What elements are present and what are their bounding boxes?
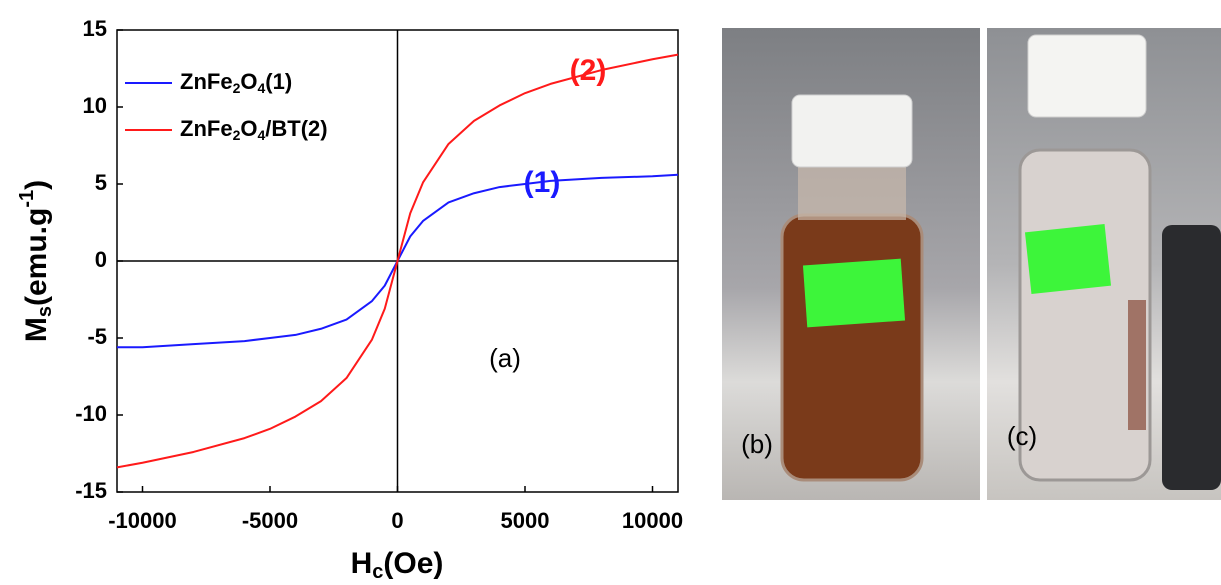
y-label-part: (emu.g: [20, 208, 53, 306]
y-label-part: -1: [16, 190, 38, 208]
y-tick-label: -15: [75, 478, 107, 503]
x-tick-label: -10000: [108, 508, 177, 533]
annotation: (a): [489, 343, 521, 373]
x-label-part: c: [372, 561, 383, 583]
legend-label: ZnFe2O4/BT(2): [180, 116, 328, 143]
y-tick-label: 10: [83, 93, 107, 118]
x-label-part: H: [351, 547, 373, 580]
x-tick-label: -5000: [242, 508, 298, 533]
y-label-part: M: [20, 317, 53, 342]
x-tick-label: 5000: [501, 508, 550, 533]
y-tick-label: 0: [95, 247, 107, 272]
y-tick-label: -10: [75, 401, 107, 426]
annotation: (c): [1007, 421, 1037, 451]
y-tick-label: 15: [83, 16, 107, 41]
legend-label: ZnFe2O4(1): [180, 69, 292, 96]
y-tick-label: -5: [87, 324, 107, 349]
y-axis-label: Ms(emu.g-1): [16, 180, 56, 342]
x-label-part: (Oe): [383, 547, 443, 580]
figure: ZnFe2O4(1) ZnFe2O4/BT(2) (1) (2) (a) (b)…: [0, 0, 1221, 585]
y-label-part: s: [34, 306, 56, 317]
legend: ZnFe2O4(1) ZnFe2O4/BT(2): [125, 69, 328, 143]
annotation: (b): [741, 429, 773, 459]
x-axis-label: Hc(Oe): [351, 547, 444, 583]
x-tick-label: 0: [391, 508, 403, 533]
x-tick-label: 10000: [622, 508, 683, 533]
y-label-part: ): [20, 180, 53, 190]
y-tick-label: 5: [95, 170, 107, 195]
